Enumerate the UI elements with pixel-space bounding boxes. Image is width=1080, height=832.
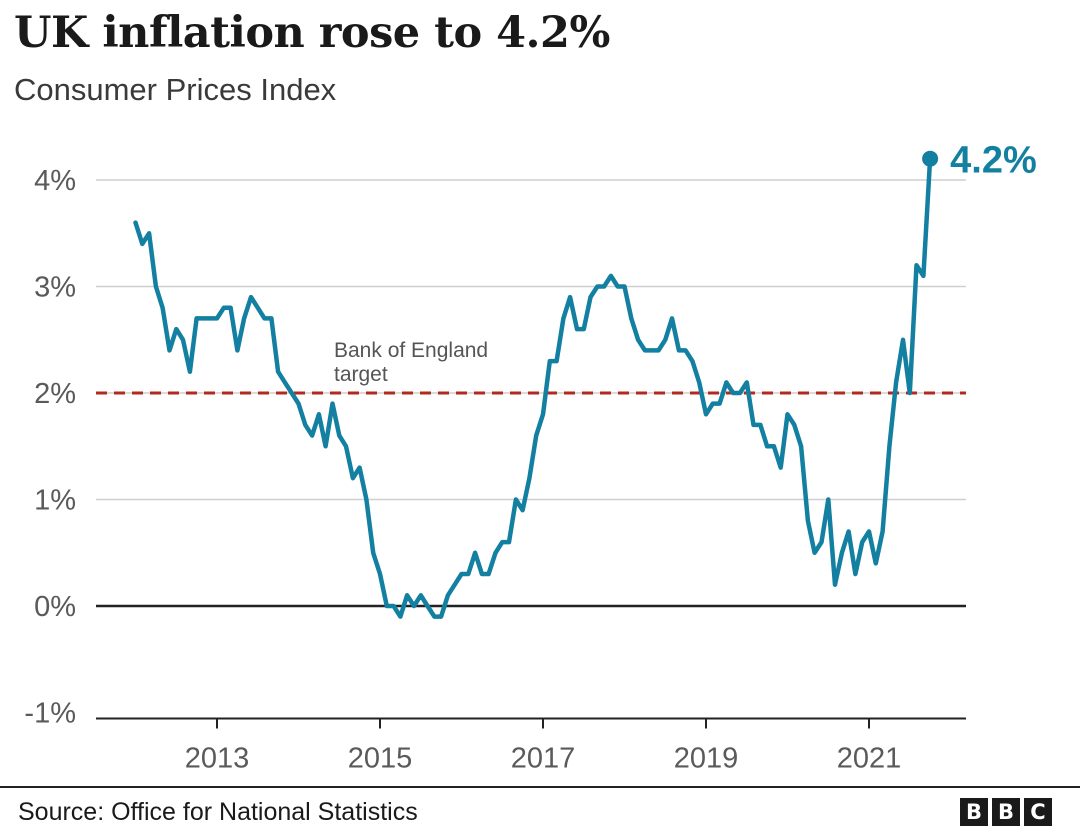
x-tick-label: 2013 — [185, 743, 250, 775]
x-tick-label: 2021 — [837, 743, 902, 775]
labels-group: -1% 0% 1% 2% 3% 4% 2013 2015 2017 2019 2021 Bank of… — [24, 140, 1036, 775]
y-tick-label: 0% — [34, 591, 76, 623]
bbc-logo: B B C — [960, 798, 1052, 826]
y-tick-label: 4% — [34, 165, 76, 197]
end-point-marker — [922, 150, 939, 167]
series-group — [133, 150, 939, 619]
y-tick-label: 2% — [34, 378, 76, 410]
x-tick-label: 2017 — [511, 743, 576, 775]
chart-title: UK inflation rose to 4.2% — [14, 8, 610, 58]
y-tick-label: 3% — [34, 272, 76, 304]
cpi-series-line — [133, 156, 933, 619]
bbc-logo-letter: B — [992, 798, 1020, 826]
bbc-logo-letter: C — [1024, 798, 1052, 826]
target-label: Bank of England — [334, 339, 488, 362]
line-chart: -1% 0% 1% 2% 3% 4% 2013 2015 2017 2019 2021 Bank of… — [24, 140, 1036, 775]
x-tick-label: 2015 — [348, 743, 413, 775]
bbc-logo-letter: B — [960, 798, 988, 826]
footer: Source: Office for National Statistics B… — [0, 786, 1080, 832]
gridlines — [96, 179, 966, 501]
axes — [96, 604, 966, 729]
target-label: target — [334, 363, 388, 386]
end-value-label: 4.2% — [950, 140, 1037, 182]
y-tick-label: 1% — [34, 485, 76, 517]
x-tick-label: 2019 — [674, 743, 739, 775]
source-note: Source: Office for National Statistics — [18, 798, 418, 826]
y-tick-label: -1% — [24, 698, 76, 730]
chart-subtitle: Consumer Prices Index — [14, 72, 337, 107]
